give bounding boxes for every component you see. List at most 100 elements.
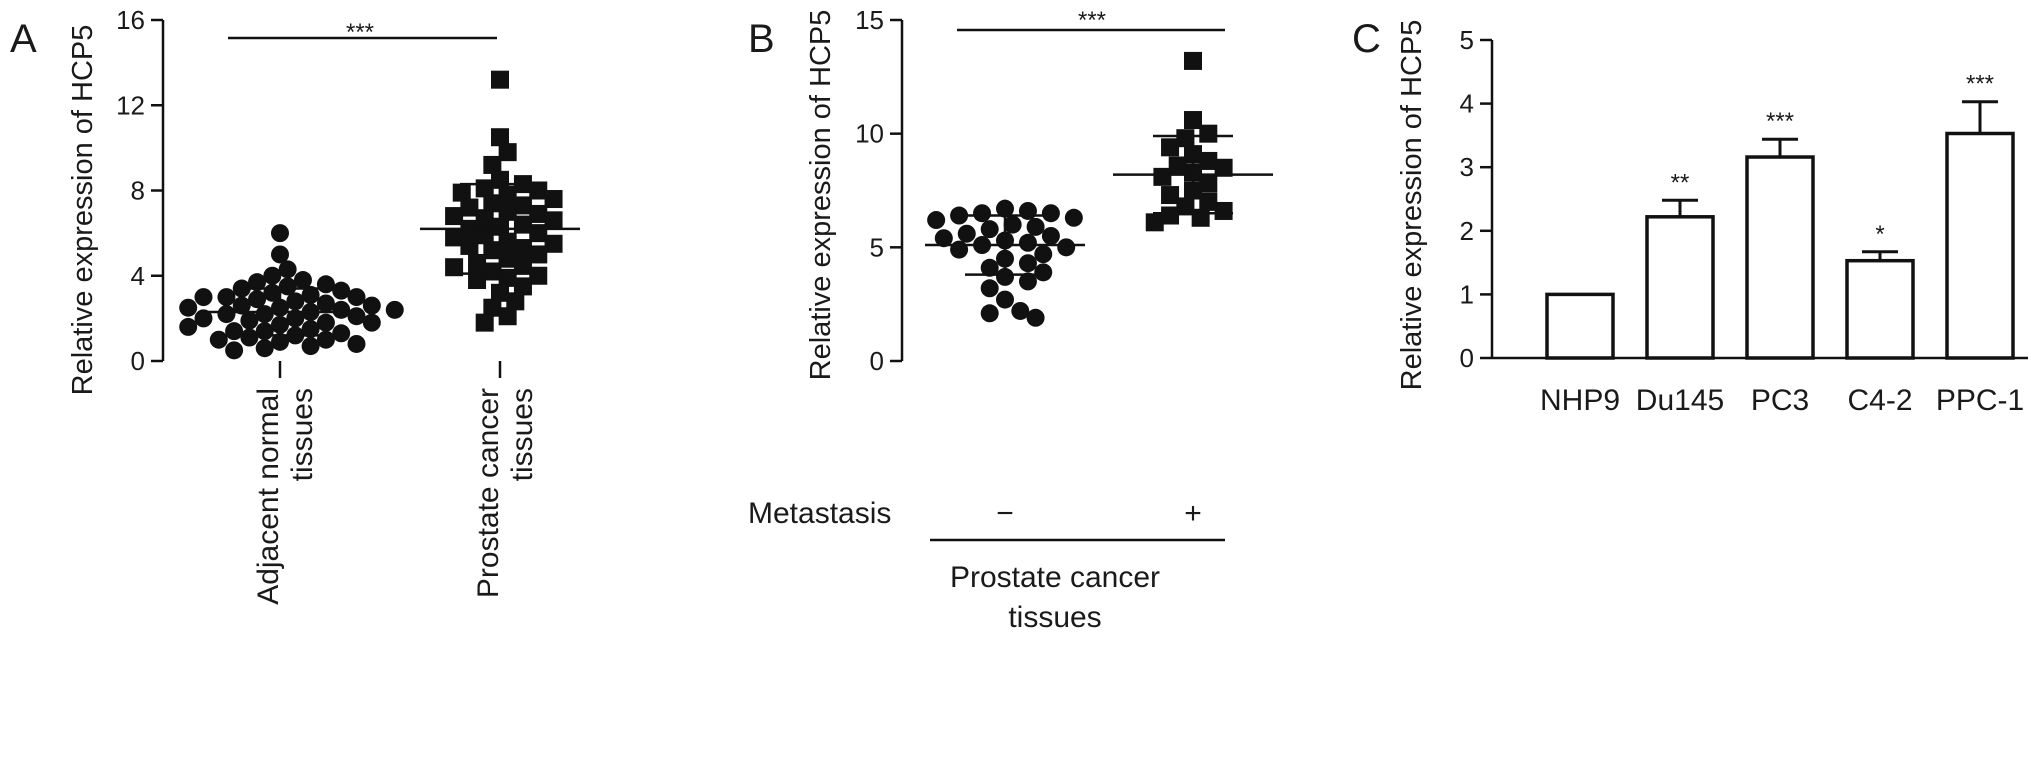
data-point-a-1: [513, 239, 532, 258]
data-point-a-1: [483, 241, 502, 260]
data-point-a-0: [362, 296, 381, 315]
data-point-a-0: [271, 245, 289, 264]
data-point-a-1: [544, 190, 563, 209]
data-point-b-0: [1003, 215, 1022, 234]
data-point-a-1: [460, 198, 479, 217]
y-tick-label-c: 0: [1460, 343, 1474, 373]
bar-du145: [1645, 215, 1715, 360]
data-point-a-0: [271, 224, 289, 243]
data-point-b-0: [1041, 226, 1060, 245]
significance-label-c: **: [1671, 169, 1690, 196]
data-point-b-0: [1064, 208, 1083, 227]
data-point-a-0: [217, 305, 236, 324]
data-point-a-0: [278, 260, 297, 279]
data-point-a-0: [263, 266, 282, 285]
data-point-b-0: [1041, 204, 1060, 223]
y-tick-label-c: 2: [1460, 216, 1474, 246]
data-point-a-0: [286, 292, 305, 311]
significance-label-a: ***: [346, 19, 374, 46]
data-point-b-0: [1018, 233, 1037, 252]
data-point-a-0: [217, 288, 236, 307]
data-point-a-1: [529, 245, 548, 264]
data-point-a-1: [483, 194, 502, 213]
y-tick-label-a: 12: [116, 90, 145, 120]
data-point-b-1: [1199, 192, 1218, 211]
data-point-a-0: [255, 305, 274, 324]
data-point-b-1: [1161, 206, 1180, 225]
data-point-a-0: [232, 296, 251, 315]
data-point-a-0: [240, 311, 259, 330]
data-point-b-1: [1145, 213, 1164, 232]
data-point-a-1: [452, 183, 471, 202]
panel-label-b: B: [748, 17, 775, 61]
significance-label-c: *: [1875, 221, 1884, 248]
data-point-a-0: [194, 288, 213, 307]
data-point-a-1: [483, 298, 502, 317]
data-point-a-1: [468, 253, 487, 272]
data-point-a-0: [179, 298, 198, 317]
data-point-a-0: [347, 307, 366, 326]
data-point-a-0: [332, 324, 351, 343]
y-tick-label-a: 16: [116, 5, 145, 35]
data-point-b-1: [1153, 167, 1172, 186]
data-point-b-1: [1161, 138, 1180, 157]
data-point-a-1: [475, 313, 494, 332]
y-axis-title-b: Relative expression of HCP5: [805, 10, 837, 381]
data-point-b-1: [1199, 124, 1218, 143]
y-tick-label-a: 4: [131, 261, 145, 291]
data-point-b-0: [996, 267, 1014, 286]
data-point-a-0: [225, 341, 244, 360]
data-point-a-1: [513, 196, 532, 215]
data-point-a-1: [498, 202, 517, 221]
data-point-b-1: [1191, 208, 1210, 227]
data-point-a-1: [513, 277, 532, 296]
data-point-b-1: [1184, 111, 1202, 130]
data-point-a-1: [529, 181, 548, 200]
data-point-a-1: [475, 209, 494, 228]
data-point-b-0: [1018, 254, 1037, 273]
data-point-b-0: [996, 290, 1014, 309]
data-point-b-0: [1057, 238, 1076, 257]
data-point-a-1: [483, 262, 502, 281]
y-tick-label-c: 4: [1460, 89, 1474, 119]
x-category-label-a: Prostate cancer: [472, 388, 505, 598]
data-point-b-1: [1184, 51, 1202, 70]
x-category-label-b: +: [1184, 497, 1202, 530]
y-tick-label-b: 5: [870, 232, 884, 262]
data-point-b-0: [950, 206, 969, 225]
data-point-a-0: [248, 273, 267, 292]
x-category-label-b: −: [996, 497, 1014, 530]
data-point-a-1: [445, 207, 464, 226]
y-tick-label-b: 0: [870, 346, 884, 376]
data-point-b-0: [1026, 217, 1045, 236]
y-tick-label-b: 10: [855, 119, 884, 149]
data-point-b-0: [1018, 201, 1037, 220]
data-point-a-1: [468, 271, 487, 290]
data-point-a-0: [240, 328, 259, 347]
data-point-b-1: [1214, 158, 1233, 177]
x-category-label-a: tissues: [286, 388, 319, 481]
data-point-a-1: [529, 266, 548, 285]
data-point-a-0: [301, 320, 320, 339]
data-point-b-0: [1034, 245, 1053, 264]
data-point-a-1: [498, 143, 517, 162]
data-point-a-0: [362, 313, 381, 332]
data-point-b-1: [1176, 197, 1195, 216]
data-point-a-1: [544, 234, 563, 253]
y-tick-label-b: 15: [855, 5, 884, 35]
data-point-b-0: [1018, 272, 1037, 291]
data-point-a-0: [347, 334, 366, 353]
data-point-b-0: [980, 220, 999, 239]
bar-nhp9: [1545, 292, 1615, 360]
y-tick-label-a: 0: [131, 346, 145, 376]
y-axis-title-c: Relative expression of HCP5: [1396, 20, 1428, 391]
data-point-a-0: [255, 322, 274, 341]
data-point-a-0: [332, 300, 351, 319]
data-point-b-1: [1214, 201, 1233, 220]
x-category-label-a: Adjacent normal: [252, 388, 285, 605]
data-point-a-0: [332, 281, 351, 300]
data-point-b-0: [934, 229, 953, 248]
x-category-label-c: PC3: [1751, 384, 1809, 417]
data-point-a-1: [498, 185, 517, 204]
significance-label-b: ***: [1078, 7, 1106, 34]
